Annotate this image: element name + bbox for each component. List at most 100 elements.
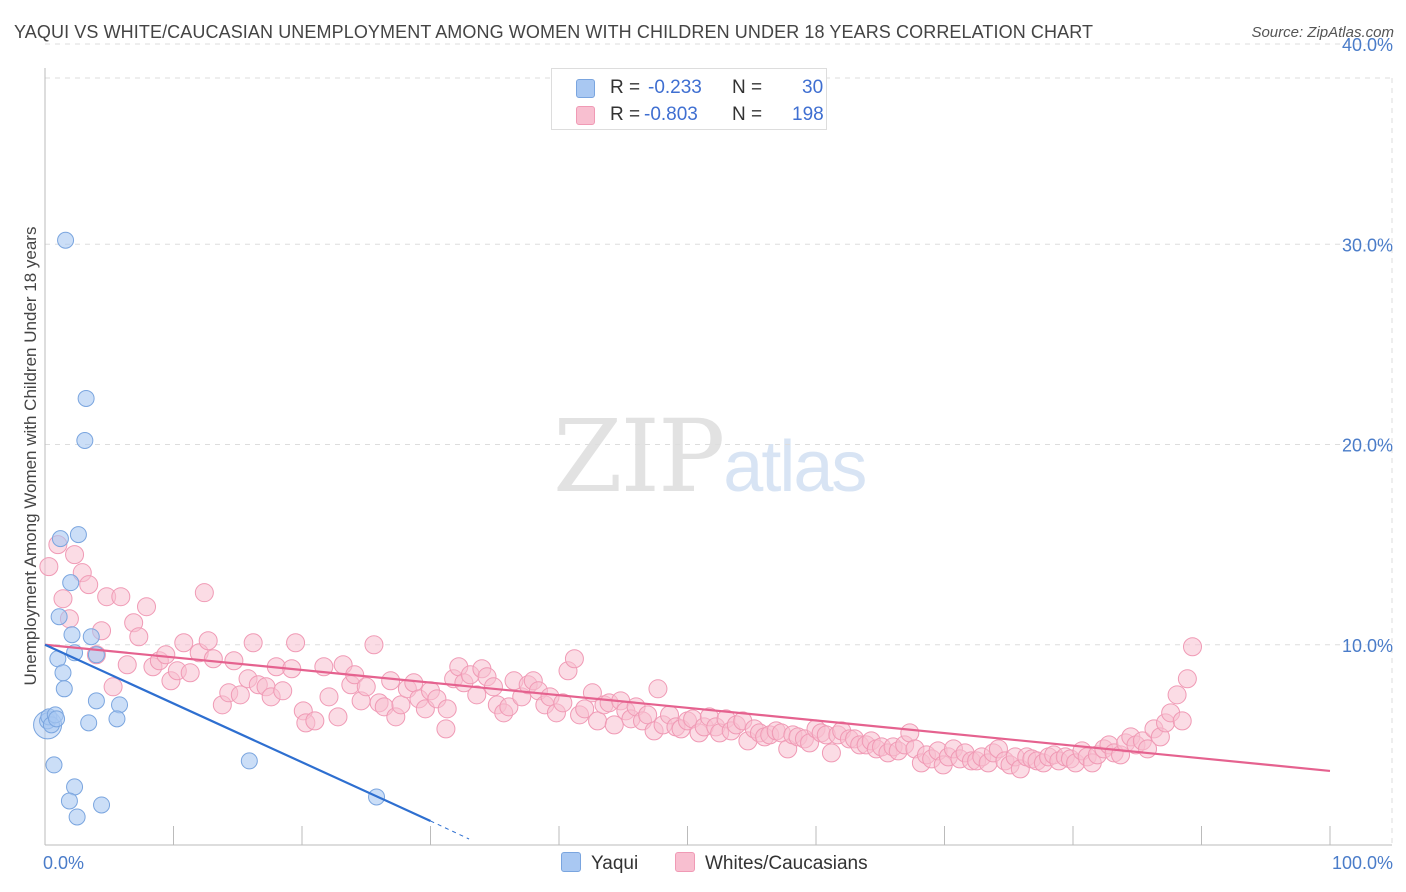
- yaqui-legend-swatch: [561, 852, 581, 872]
- yaqui-point: [77, 389, 95, 407]
- white-point: [203, 649, 223, 669]
- white-point: [129, 627, 149, 647]
- white-point: [381, 671, 401, 691]
- white-point: [180, 663, 200, 683]
- white-point: [224, 651, 244, 671]
- yaqui-point: [82, 628, 100, 646]
- white-point: [194, 583, 214, 603]
- bottom-legend-yaqui: Yaqui: [561, 852, 638, 875]
- white-point: [117, 655, 137, 675]
- white-legend-label: Whites/Caucasians: [705, 853, 868, 874]
- white-point: [198, 631, 218, 651]
- yaqui-point: [45, 756, 63, 774]
- white-point: [648, 679, 668, 699]
- yaqui-point: [69, 526, 87, 544]
- white-point: [273, 681, 293, 701]
- legend-r-value: -0.803: [644, 104, 698, 125]
- yaqui-point: [57, 231, 75, 249]
- white-trend-line: [44, 643, 1331, 773]
- yaqui-point: [80, 714, 98, 732]
- trend-lines: [44, 643, 1331, 840]
- x-tick-label: 0.0%: [43, 853, 84, 873]
- y-tick-label: 30.0%: [1342, 235, 1393, 255]
- legend-r-value: -0.233: [648, 77, 702, 98]
- legend-n-label: N =: [732, 104, 763, 125]
- source-label: Source: ZipAtlas.com: [1251, 24, 1394, 41]
- white-point: [103, 677, 123, 697]
- white-point: [564, 649, 584, 669]
- white-point: [467, 685, 487, 705]
- yaqui-point: [60, 792, 78, 810]
- white-point: [1172, 711, 1192, 731]
- white-point: [604, 715, 624, 735]
- white-point: [305, 711, 325, 731]
- yaqui-point: [111, 696, 129, 714]
- white-point: [356, 677, 376, 697]
- white-point: [1183, 637, 1203, 657]
- white-point: [1167, 685, 1187, 705]
- yaqui-swatch: [576, 79, 595, 98]
- white-point: [364, 635, 384, 655]
- yaqui-trend-extension: [430, 820, 470, 840]
- white-point: [137, 597, 157, 617]
- watermark: ZIPatlas: [553, 398, 867, 515]
- white-point: [900, 723, 920, 743]
- watermark-atlas: atlas: [723, 427, 867, 507]
- yaqui-point: [50, 608, 68, 626]
- yaqui-point: [93, 796, 111, 814]
- yaqui-points-layer: [33, 231, 386, 826]
- white-point: [111, 587, 131, 607]
- yaqui-point: [55, 680, 73, 698]
- white-point: [286, 633, 306, 653]
- white-point: [319, 687, 339, 707]
- white-point: [638, 705, 658, 725]
- yaqui-trend-line: [44, 643, 431, 822]
- y-tick-label: 40.0%: [1342, 35, 1393, 55]
- white-point: [156, 645, 176, 665]
- white-point: [174, 633, 194, 653]
- yaqui-point: [240, 752, 258, 770]
- white-point: [575, 699, 595, 719]
- legend-r-label: R =: [610, 77, 641, 98]
- white-point: [39, 557, 59, 577]
- white-point: [436, 719, 456, 739]
- white-point: [821, 743, 841, 763]
- chart-title: YAQUI VS WHITE/CAUCASIAN UNEMPLOYMENT AM…: [14, 22, 1094, 42]
- white-point: [1177, 669, 1197, 689]
- yaqui-point: [62, 574, 80, 592]
- yaqui-point: [51, 530, 69, 548]
- bottom-legend-white: Whites/Caucasians: [675, 852, 868, 875]
- y-axis-label: Unemployment Among Women with Children U…: [21, 227, 40, 686]
- watermark-zip: ZIP: [553, 398, 725, 515]
- white-point: [553, 693, 573, 713]
- white-point: [499, 697, 519, 717]
- legend-n-value: 198: [792, 104, 824, 125]
- x-tick-label: 100.0%: [1332, 853, 1393, 873]
- tick-labels: 10.0% 20.0% 30.0% 40.0% 0.0% 100.0% Unemployme…: [21, 35, 1393, 873]
- white-point: [391, 695, 411, 715]
- yaqui-point: [87, 692, 105, 710]
- yaqui-point: [76, 431, 94, 449]
- white-point: [79, 575, 99, 595]
- legend-n-value: 30: [802, 77, 824, 98]
- white-legend-swatch: [675, 852, 695, 872]
- y-tick-label: 10.0%: [1342, 636, 1393, 656]
- white-swatch: [576, 106, 595, 125]
- white-points-layer: [39, 535, 1203, 779]
- yaqui-legend-label: Yaqui: [591, 853, 639, 874]
- yaqui-point: [68, 808, 86, 826]
- white-point: [328, 707, 348, 727]
- white-point: [65, 545, 85, 565]
- white-point: [230, 685, 250, 705]
- white-point: [588, 711, 608, 731]
- yaqui-point: [54, 664, 72, 682]
- yaqui-point: [108, 710, 126, 728]
- legend-r-label: R =: [610, 104, 641, 125]
- legend-n-label: N =: [732, 77, 763, 98]
- yaqui-point: [63, 626, 81, 644]
- white-point: [437, 699, 457, 719]
- yaqui-point: [48, 710, 66, 728]
- y-tick-label: 20.0%: [1342, 436, 1393, 456]
- correlation-legend: R = -0.233 N = 30 R = -0.803 N = 198: [551, 68, 827, 130]
